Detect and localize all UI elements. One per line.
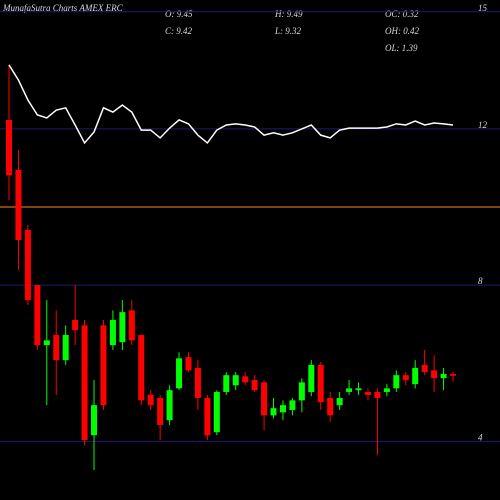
candle-body xyxy=(43,340,50,346)
candle-body xyxy=(194,367,201,398)
chart-title: MunafaSutra Charts AMEX ERC xyxy=(2,3,124,13)
candle-body xyxy=(402,375,409,380)
candle-body xyxy=(72,319,79,331)
candle-body xyxy=(450,373,456,376)
candle-body xyxy=(185,357,192,371)
y2-tick-label: 4 xyxy=(478,432,483,442)
candle-body xyxy=(62,334,69,361)
candle-body xyxy=(374,391,381,398)
candle-body xyxy=(270,408,277,416)
candle-body xyxy=(232,375,239,386)
candle-body xyxy=(166,390,173,421)
candle-body xyxy=(15,169,22,241)
candle-body xyxy=(109,319,116,346)
candle-body xyxy=(364,391,371,395)
candle-body xyxy=(53,334,60,361)
candle-body xyxy=(431,370,438,379)
candle-body xyxy=(317,364,324,403)
candle-body xyxy=(251,379,258,391)
candle-body xyxy=(24,229,31,301)
candle-body xyxy=(119,312,126,343)
info-label: H: 9.49 xyxy=(274,9,303,19)
candle-body xyxy=(213,391,220,433)
candle-body xyxy=(223,375,230,392)
candle-body xyxy=(138,334,145,401)
info-label: O: 9.45 xyxy=(165,9,193,19)
candle-body xyxy=(393,375,400,389)
candle-body xyxy=(412,367,419,385)
candle-body xyxy=(261,382,268,416)
y2-tick-label: 12 xyxy=(478,120,488,130)
candle-body xyxy=(176,358,183,389)
info-label: OC: 0.32 xyxy=(385,9,419,19)
candle-body xyxy=(242,376,249,383)
candle-body xyxy=(346,388,353,392)
candle-body xyxy=(34,285,41,346)
candle-body xyxy=(147,394,154,406)
candle-body xyxy=(204,397,211,436)
y2-tick-label: 15 xyxy=(478,3,488,13)
info-label: OL: 1.39 xyxy=(385,43,418,53)
candle-body xyxy=(440,373,447,379)
info-label: C: 9.42 xyxy=(165,26,193,36)
candle-body xyxy=(128,310,135,341)
candle-body xyxy=(289,400,296,410)
candle-body xyxy=(336,397,343,406)
y2-tick-label: 8 xyxy=(478,276,483,286)
candle-body xyxy=(421,364,428,373)
info-label: L: 9.32 xyxy=(274,26,302,36)
candle-body xyxy=(298,382,305,401)
candle-body xyxy=(327,397,334,416)
line-series xyxy=(8,64,454,145)
candle-body xyxy=(279,405,286,413)
candle-body xyxy=(355,388,362,391)
candle-body xyxy=(308,364,315,392)
candle-body xyxy=(6,120,12,176)
info-label: OH: 0.42 xyxy=(385,26,419,36)
candle-body xyxy=(91,405,98,436)
candle-body xyxy=(81,325,88,440)
candle-body xyxy=(383,388,390,392)
candle-body xyxy=(100,325,107,406)
candle-body xyxy=(157,397,164,425)
